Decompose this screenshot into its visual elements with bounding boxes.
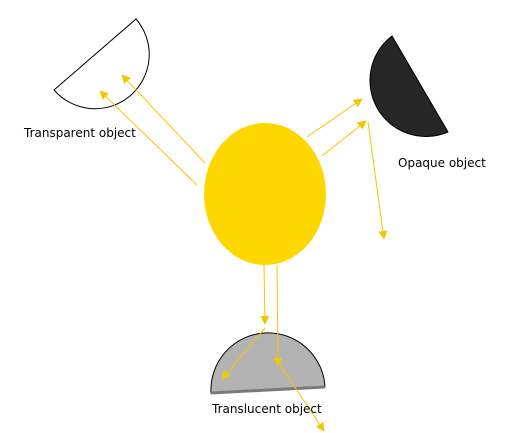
translucent-object-label: Translucent object xyxy=(212,402,322,416)
transparent-object xyxy=(53,18,150,110)
translucent-object-base xyxy=(210,385,326,395)
ray-scattered-in-translucent xyxy=(221,327,266,380)
ray-to-transparent-outer xyxy=(121,74,206,164)
ray-to-opaque-lower xyxy=(321,120,367,157)
light-source xyxy=(204,123,326,265)
ray-to-opaque-upper xyxy=(306,98,363,138)
opaque-object xyxy=(369,35,449,137)
transparent-object-label: Transparent object xyxy=(24,126,136,140)
ray-to-translucent-right xyxy=(273,264,283,367)
ray-to-translucent-left xyxy=(260,264,270,325)
ray-reflected-from-opaque xyxy=(367,121,388,240)
opaque-object-label: Opaque object xyxy=(398,156,486,170)
translucent-object xyxy=(210,332,326,394)
ray-to-transparent-inner xyxy=(99,90,198,186)
ray-transmitted-through-translucent xyxy=(277,361,325,432)
